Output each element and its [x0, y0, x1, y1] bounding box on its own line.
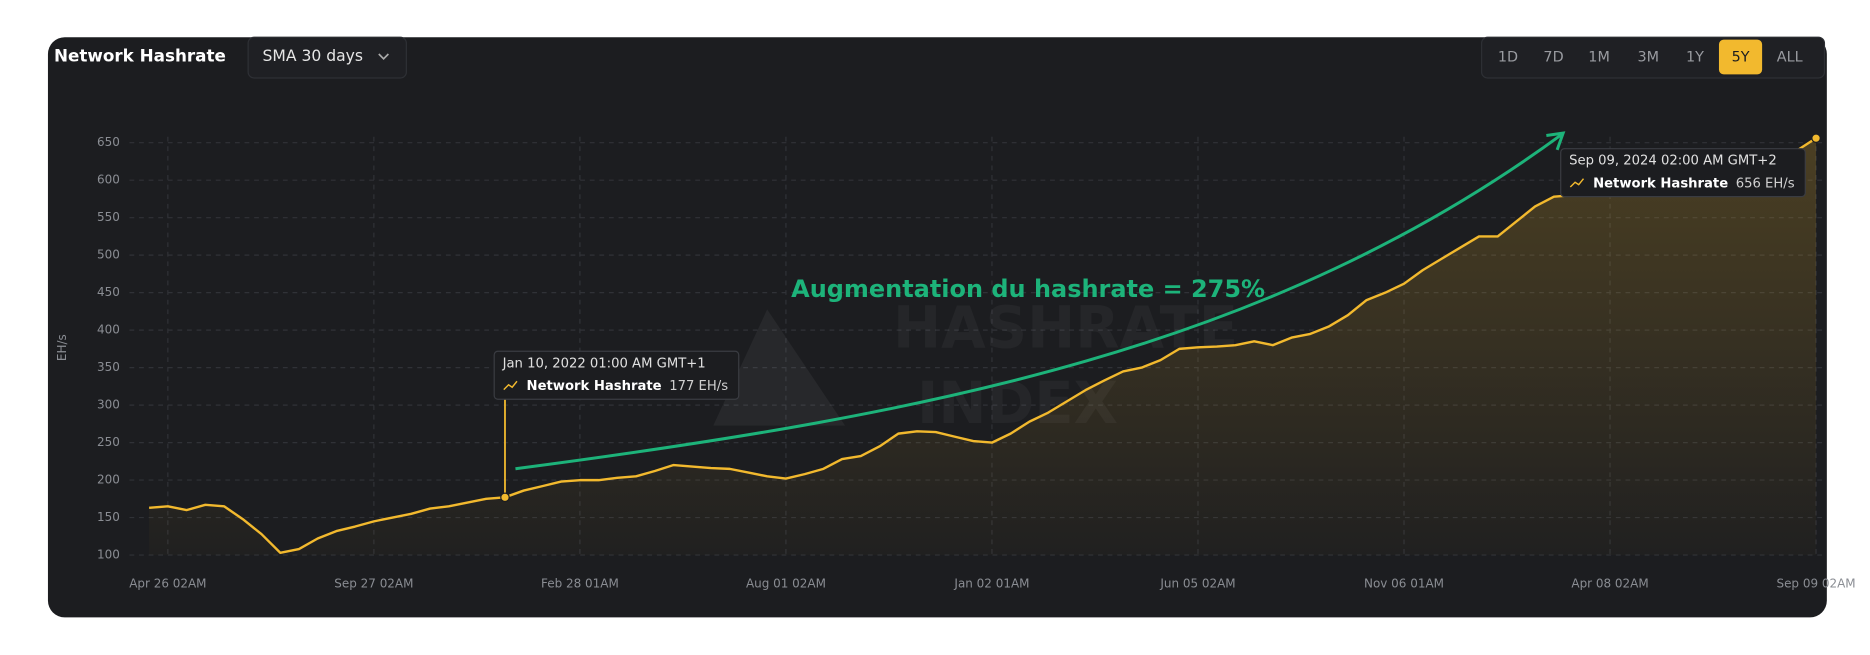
arrow-head [1546, 131, 1566, 151]
x-tick-label: Feb 28 01AM [541, 576, 619, 590]
y-tick-label: 200 [97, 473, 120, 487]
tooltip-icon [503, 380, 518, 391]
x-tick-label: Apr 26 02AM [129, 576, 206, 590]
x-tick-label: Sep 27 02AM [334, 576, 413, 590]
title: Network Hashrate [54, 45, 226, 65]
x-tick-label: Sep 09 02AM [1776, 576, 1855, 590]
range-button[interactable]: 7D [1543, 50, 1563, 66]
tooltip-date: Jan 10, 2022 01:00 AM GMT+1 [502, 356, 706, 371]
tooltip-value: 656 EH/s [1736, 176, 1795, 191]
y-tick-label: 350 [97, 360, 120, 374]
x-tick-label: Jan 02 01AM [953, 576, 1029, 590]
range-button[interactable]: 1M [1588, 50, 1610, 66]
dropdown[interactable] [247, 36, 407, 79]
y-tick-label: 650 [97, 135, 120, 149]
tooltip [493, 350, 740, 400]
y-axis-label: EH/s [55, 334, 69, 361]
x-tick-label: Jun 05 02AM [1159, 576, 1235, 590]
y-tick-label: 250 [97, 435, 120, 449]
y-tick-label: 450 [97, 285, 120, 299]
y-tick-label: 400 [97, 323, 120, 337]
y-tick-label: 150 [97, 510, 120, 524]
y-tick-label: 100 [97, 548, 120, 562]
tooltip-date: Sep 09, 2024 02:00 AM GMT+2 [1569, 154, 1777, 169]
hover-point [500, 492, 510, 503]
range-active [1718, 39, 1763, 75]
y-tick-label: 300 [97, 398, 120, 412]
x-tick-label: Aug 01 02AM [746, 576, 826, 590]
annotation: Augmentation du hashrate = 275% [791, 275, 1265, 303]
range-button[interactable]: 1Y [1686, 50, 1704, 66]
chevron [378, 53, 389, 60]
area [149, 138, 1817, 556]
y-tick-label: 500 [97, 248, 120, 262]
arrow [515, 133, 1563, 471]
tooltip-icon [1569, 178, 1585, 188]
dropdown-label: SMA 30 days [263, 47, 363, 65]
tooltip-series: Network Hashrate [527, 379, 662, 394]
tooltip-series: Network Hashrate [1593, 176, 1728, 191]
x-tick-label: Apr 08 02AM [1571, 576, 1648, 590]
range-button[interactable]: 5Y [1732, 50, 1750, 66]
line [149, 137, 1817, 554]
y-tick-label: 550 [97, 210, 120, 224]
x-tick-label: Nov 06 01AM [1364, 576, 1444, 590]
range-button[interactable]: 3M [1637, 50, 1659, 66]
range-button[interactable]: 1D [1498, 50, 1518, 66]
tooltip-value: 177 EH/s [669, 379, 728, 394]
range-button[interactable]: ALL [1777, 50, 1803, 66]
hover-point [1811, 133, 1821, 143]
tooltip [1560, 148, 1806, 198]
y-tick-label: 600 [97, 173, 120, 187]
